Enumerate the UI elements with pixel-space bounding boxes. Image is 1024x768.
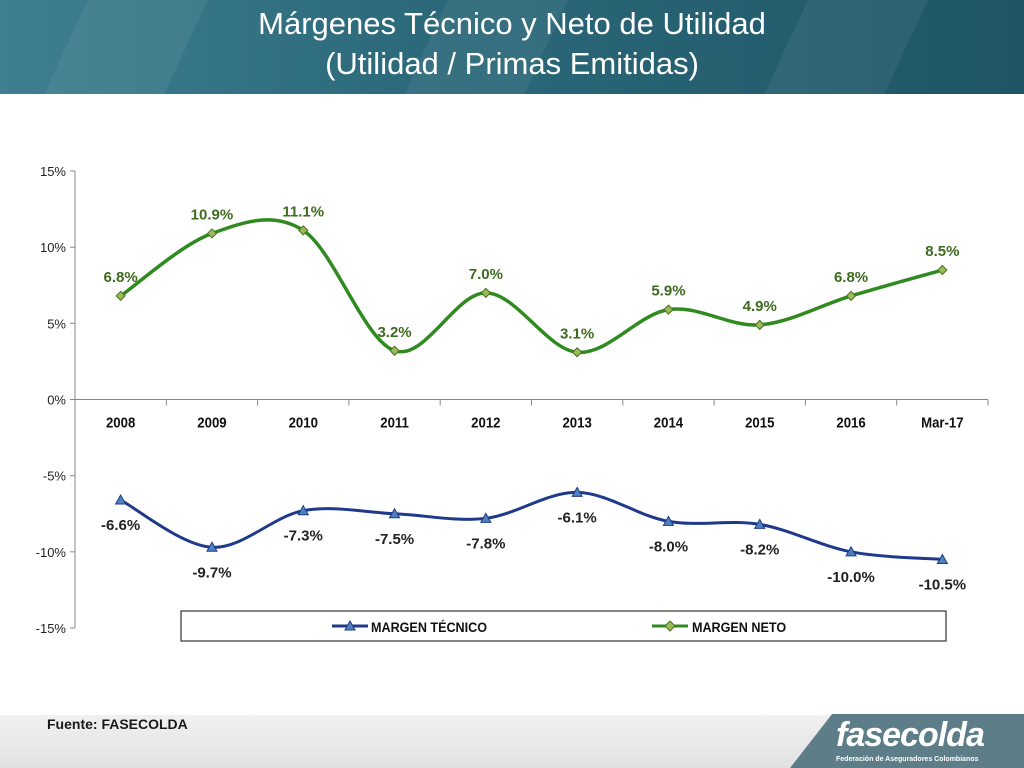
source-note: Fuente: FASECOLDA <box>47 716 188 732</box>
point-margen-neto <box>206 228 218 239</box>
x-tick-label: 2015 <box>745 414 774 431</box>
series-line-margen-tecnico <box>119 490 943 561</box>
point-margen-tecnico <box>845 545 857 557</box>
x-tick-label: 2011 <box>380 414 409 431</box>
legend-label-margen-tecnico: MARGEN TÉCNICO <box>371 619 487 635</box>
x-tick-label: 2013 <box>562 414 591 431</box>
data-label-margen-tecnico: -8.0% <box>649 538 688 555</box>
legend-marker-margen-neto <box>664 620 676 632</box>
data-label-margen-tecnico: -7.8% <box>466 535 505 552</box>
data-label-margen-neto: 3.2% <box>377 324 411 341</box>
fasecolda-logo: fasecolda Federación de Aseguradores Col… <box>790 714 1024 768</box>
x-tick-label: 2012 <box>471 414 500 431</box>
point-margen-tecnico <box>297 504 310 516</box>
y-tick-label: -5% <box>43 469 67 484</box>
point-margen-tecnico <box>480 512 492 523</box>
point-margen-neto <box>298 225 309 236</box>
point-margen-neto <box>937 264 948 276</box>
series-line-margen-neto <box>119 218 943 355</box>
line-chart: 15% 10% 5% 0% -5% -10% -15% 2008 2009 2010 2011 201… <box>36 164 989 642</box>
x-tick-label: 2016 <box>836 414 865 431</box>
point-margen-tecnico <box>662 515 675 526</box>
y-tick-label: 0% <box>47 393 66 408</box>
data-label-margen-tecnico: -6.1% <box>558 509 597 526</box>
x-tick-label: 2010 <box>289 414 318 431</box>
data-label-margen-tecnico: -7.3% <box>284 528 323 545</box>
legend-marker-margen-tecnico <box>344 619 356 631</box>
y-tick-label: -15% <box>36 621 67 636</box>
y-tick-label: 5% <box>47 316 66 331</box>
y-tick-label: -10% <box>36 545 67 560</box>
data-label-margen-neto: 7.0% <box>469 266 503 283</box>
page-title: Márgenes Técnico y Neto de Utilidad (Uti… <box>0 4 1024 84</box>
legend-label-margen-neto: MARGEN NETO <box>692 619 786 635</box>
point-margen-neto <box>754 319 765 331</box>
data-label-margen-tecnico: -7.5% <box>375 531 414 548</box>
data-label-margen-neto: 4.9% <box>743 298 777 315</box>
data-label-margen-neto: 8.5% <box>925 243 959 260</box>
header-banner: Márgenes Técnico y Neto de Utilidad (Uti… <box>0 0 1024 94</box>
x-tick-label: 2009 <box>197 414 226 431</box>
point-margen-tecnico <box>936 553 949 564</box>
title-line-1: Márgenes Técnico y Neto de Utilidad <box>258 6 766 41</box>
point-margen-tecnico <box>753 518 766 529</box>
logo-wordmark: fasecolda <box>836 716 985 754</box>
point-margen-tecnico <box>388 507 401 519</box>
data-label-margen-neto: 6.8% <box>104 269 138 286</box>
point-margen-neto <box>571 347 583 358</box>
x-tick-label: 2008 <box>106 414 135 431</box>
point-margen-tecnico <box>206 541 218 552</box>
point-margen-tecnico <box>114 494 127 505</box>
logo-background <box>790 714 1024 768</box>
data-label-margen-neto: 3.1% <box>560 325 594 342</box>
title-line-2: (Utilidad / Primas Emitidas) <box>325 46 699 81</box>
point-margen-tecnico <box>571 486 583 497</box>
data-label-margen-neto: 6.8% <box>834 269 868 286</box>
point-margen-neto <box>115 290 126 302</box>
data-label-margen-neto: 5.9% <box>651 283 685 300</box>
data-label-margen-tecnico: -9.7% <box>192 564 231 581</box>
point-margen-neto <box>480 287 492 299</box>
data-label-margen-neto: 10.9% <box>191 206 234 223</box>
point-margen-neto <box>663 304 674 315</box>
point-margen-neto <box>845 290 857 302</box>
data-label-margen-neto: 11.1% <box>282 203 324 220</box>
data-label-margen-tecnico: -10.5% <box>919 576 967 593</box>
y-tick-label: 15% <box>40 164 66 179</box>
data-label-margen-tecnico: -10.0% <box>827 569 875 586</box>
legend-box <box>180 610 947 642</box>
x-tick-label: Mar-17 <box>921 414 964 431</box>
point-margen-neto <box>389 345 400 356</box>
x-tick-label: 2014 <box>654 414 683 431</box>
data-label-margen-tecnico: -6.6% <box>101 517 140 534</box>
y-tick-label: 10% <box>40 240 66 255</box>
logo-subtitle: Federación de Aseguradores Colombianos <box>836 756 979 763</box>
data-label-margen-tecnico: -8.2% <box>740 541 779 558</box>
